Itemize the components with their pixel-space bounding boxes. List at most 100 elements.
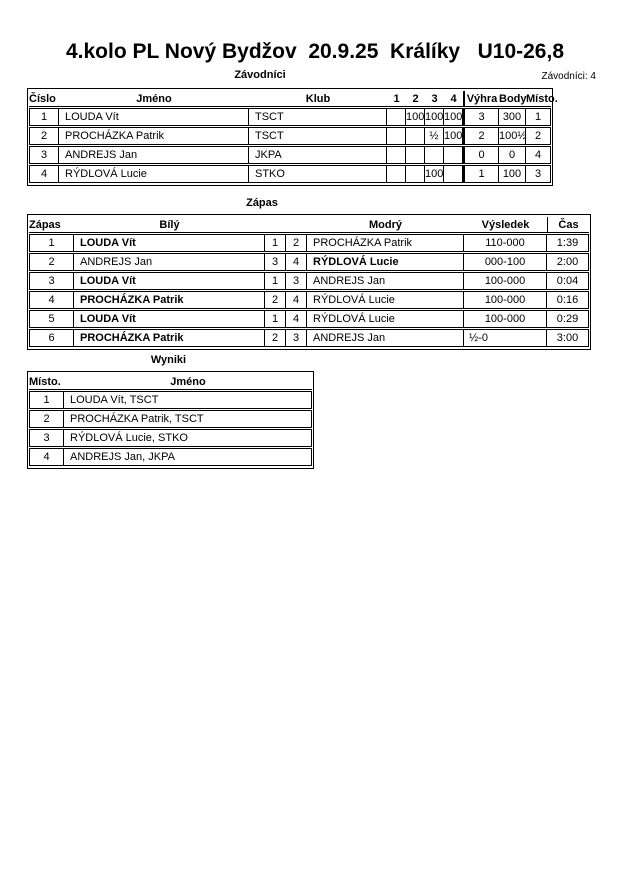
header-spacer2	[286, 217, 307, 233]
points: 300	[499, 108, 526, 126]
match-row: 1 LOUDA Vít 1 2 PROCHÁZKA Patrik 110-000…	[29, 234, 589, 252]
blue-player-number: 4	[286, 310, 307, 328]
result-name: LOUDA Vít, TSCT	[64, 391, 312, 409]
game-score	[387, 146, 406, 164]
white-player-number: 1	[265, 310, 286, 328]
match-time: 0:29	[547, 310, 589, 328]
matches-heading: Zápas	[246, 197, 278, 209]
result-row: 4 ANDREJS Jan, JKPA	[29, 448, 312, 466]
matches-header-row: Zápas Bílý Modrý Výsledek Čas	[29, 217, 589, 233]
competitor-number: 2	[29, 127, 59, 145]
match-row: 3 LOUDA Vít 1 3 ANDREJS Jan 100-000 0:04	[29, 272, 589, 290]
game-score	[387, 165, 406, 183]
report-title: 4.kolo PL Nový Bydžov 20.9.25 Králíky U1…	[65, 40, 564, 63]
match-result: ½-0	[464, 329, 547, 347]
header-klub: Klub	[249, 91, 387, 107]
game-score	[406, 165, 425, 183]
match-result: 100-000	[464, 291, 547, 309]
place: 1	[526, 108, 551, 126]
result-name: RÝDLOVÁ Lucie, STKO	[64, 429, 312, 447]
competitor-club: TSCT	[249, 108, 387, 126]
game-score	[387, 108, 406, 126]
place: 2	[526, 127, 551, 145]
white-player-number: 2	[265, 329, 286, 347]
match-time: 1:39	[547, 234, 589, 252]
white-player-number: 1	[265, 234, 286, 252]
blue-player: PROCHÁZKA Patrik	[307, 234, 464, 252]
result-place: 2	[29, 410, 64, 428]
result-place: 3	[29, 429, 64, 447]
competitor-row: 2 PROCHÁZKA Patrik TSCT ½ 100 2 100½ 2	[29, 127, 551, 145]
white-player: LOUDA Vít	[74, 272, 265, 290]
blue-player-number: 2	[286, 234, 307, 252]
points: 0	[499, 146, 526, 164]
game-score: 100	[444, 108, 463, 126]
white-player: PROCHÁZKA Patrik	[74, 291, 265, 309]
match-time: 0:04	[547, 272, 589, 290]
header-cislo: Číslo	[29, 91, 59, 107]
competitor-name: LOUDA Vít	[59, 108, 249, 126]
white-player-number: 1	[265, 272, 286, 290]
matches-table: Zápas Bílý Modrý Výsledek Čas 1 LOUDA Ví…	[27, 214, 591, 350]
header-game4: 4	[444, 91, 463, 107]
result-name: ANDREJS Jan, JKPA	[64, 448, 312, 466]
blue-player: RÝDLOVÁ Lucie	[307, 310, 464, 328]
game-score: 100	[425, 108, 444, 126]
match-number: 2	[29, 253, 74, 271]
competitor-row: 4 RÝDLOVÁ Lucie STKO 100 1 100 3	[29, 165, 551, 183]
blue-player-number: 3	[286, 272, 307, 290]
game-score	[406, 127, 425, 145]
result-row: 3 RÝDLOVÁ Lucie, STKO	[29, 429, 312, 447]
header-bily: Bílý	[74, 217, 265, 233]
result-place: 4	[29, 448, 64, 466]
match-number: 4	[29, 291, 74, 309]
blue-player: ANDREJS Jan	[307, 272, 464, 290]
blue-player: ANDREJS Jan	[307, 329, 464, 347]
match-number: 6	[29, 329, 74, 347]
match-row: 5 LOUDA Vít 1 4 RÝDLOVÁ Lucie 100-000 0:…	[29, 310, 589, 328]
result-name: PROCHÁZKA Patrik, TSCT	[64, 410, 312, 428]
results-header-row: Místo. Jméno	[29, 374, 312, 390]
match-result: 100-000	[464, 310, 547, 328]
header-zapas: Zápas	[29, 217, 74, 233]
header-vysledek: Výsledek	[464, 217, 547, 233]
white-player: LOUDA Vít	[74, 234, 265, 252]
competitors-table: Číslo Jméno Klub 1 2 3 4 Výhra Body Míst…	[27, 88, 558, 186]
result-row: 1 LOUDA Vít, TSCT	[29, 391, 312, 409]
header-spacer1	[265, 217, 286, 233]
white-player: ANDREJS Jan	[74, 253, 265, 271]
header-misto: Místo.	[29, 374, 64, 390]
competitor-club: TSCT	[249, 127, 387, 145]
result-row: 2 PROCHÁZKA Patrik, TSCT	[29, 410, 312, 428]
match-row: 6 PROCHÁZKA Patrik 2 3 ANDREJS Jan ½-0 3…	[29, 329, 589, 347]
place: 3	[526, 165, 551, 183]
game-score: 100	[444, 127, 463, 145]
match-number: 5	[29, 310, 74, 328]
header-body: Body	[499, 91, 527, 107]
blue-player: RÝDLOVÁ Lucie	[307, 253, 464, 271]
competitor-row: 1 LOUDA Vít TSCT 100 100 100 3 300 1	[29, 108, 551, 126]
competitors-count: Závodníci: 4	[541, 71, 596, 82]
white-player: PROCHÁZKA Patrik	[74, 329, 265, 347]
wins-count: 2	[463, 127, 499, 145]
competitor-number: 1	[29, 108, 59, 126]
game-score	[425, 146, 444, 164]
match-row: 4 PROCHÁZKA Patrik 2 4 RÝDLOVÁ Lucie 100…	[29, 291, 589, 309]
match-row: 2 ANDREJS Jan 3 4 RÝDLOVÁ Lucie 000-100 …	[29, 253, 589, 271]
competitor-name: ANDREJS Jan	[59, 146, 249, 164]
white-player-number: 3	[265, 253, 286, 271]
header-modry: Modrý	[307, 217, 464, 233]
header-game2: 2	[406, 91, 425, 107]
match-time: 2:00	[547, 253, 589, 271]
competitor-club: JKPA	[249, 146, 387, 164]
header-game3: 3	[425, 91, 444, 107]
header-misto: Místo.	[526, 91, 558, 107]
competitor-name: RÝDLOVÁ Lucie	[59, 165, 249, 183]
game-score	[387, 127, 406, 145]
match-number: 3	[29, 272, 74, 290]
points: 100½	[499, 127, 527, 145]
results-table: Místo. Jméno 1 LOUDA Vít, TSCT 2 PROCHÁZ…	[27, 371, 314, 469]
wins-count: 3	[463, 108, 499, 126]
competitor-name: PROCHÁZKA Patrik	[59, 127, 249, 145]
